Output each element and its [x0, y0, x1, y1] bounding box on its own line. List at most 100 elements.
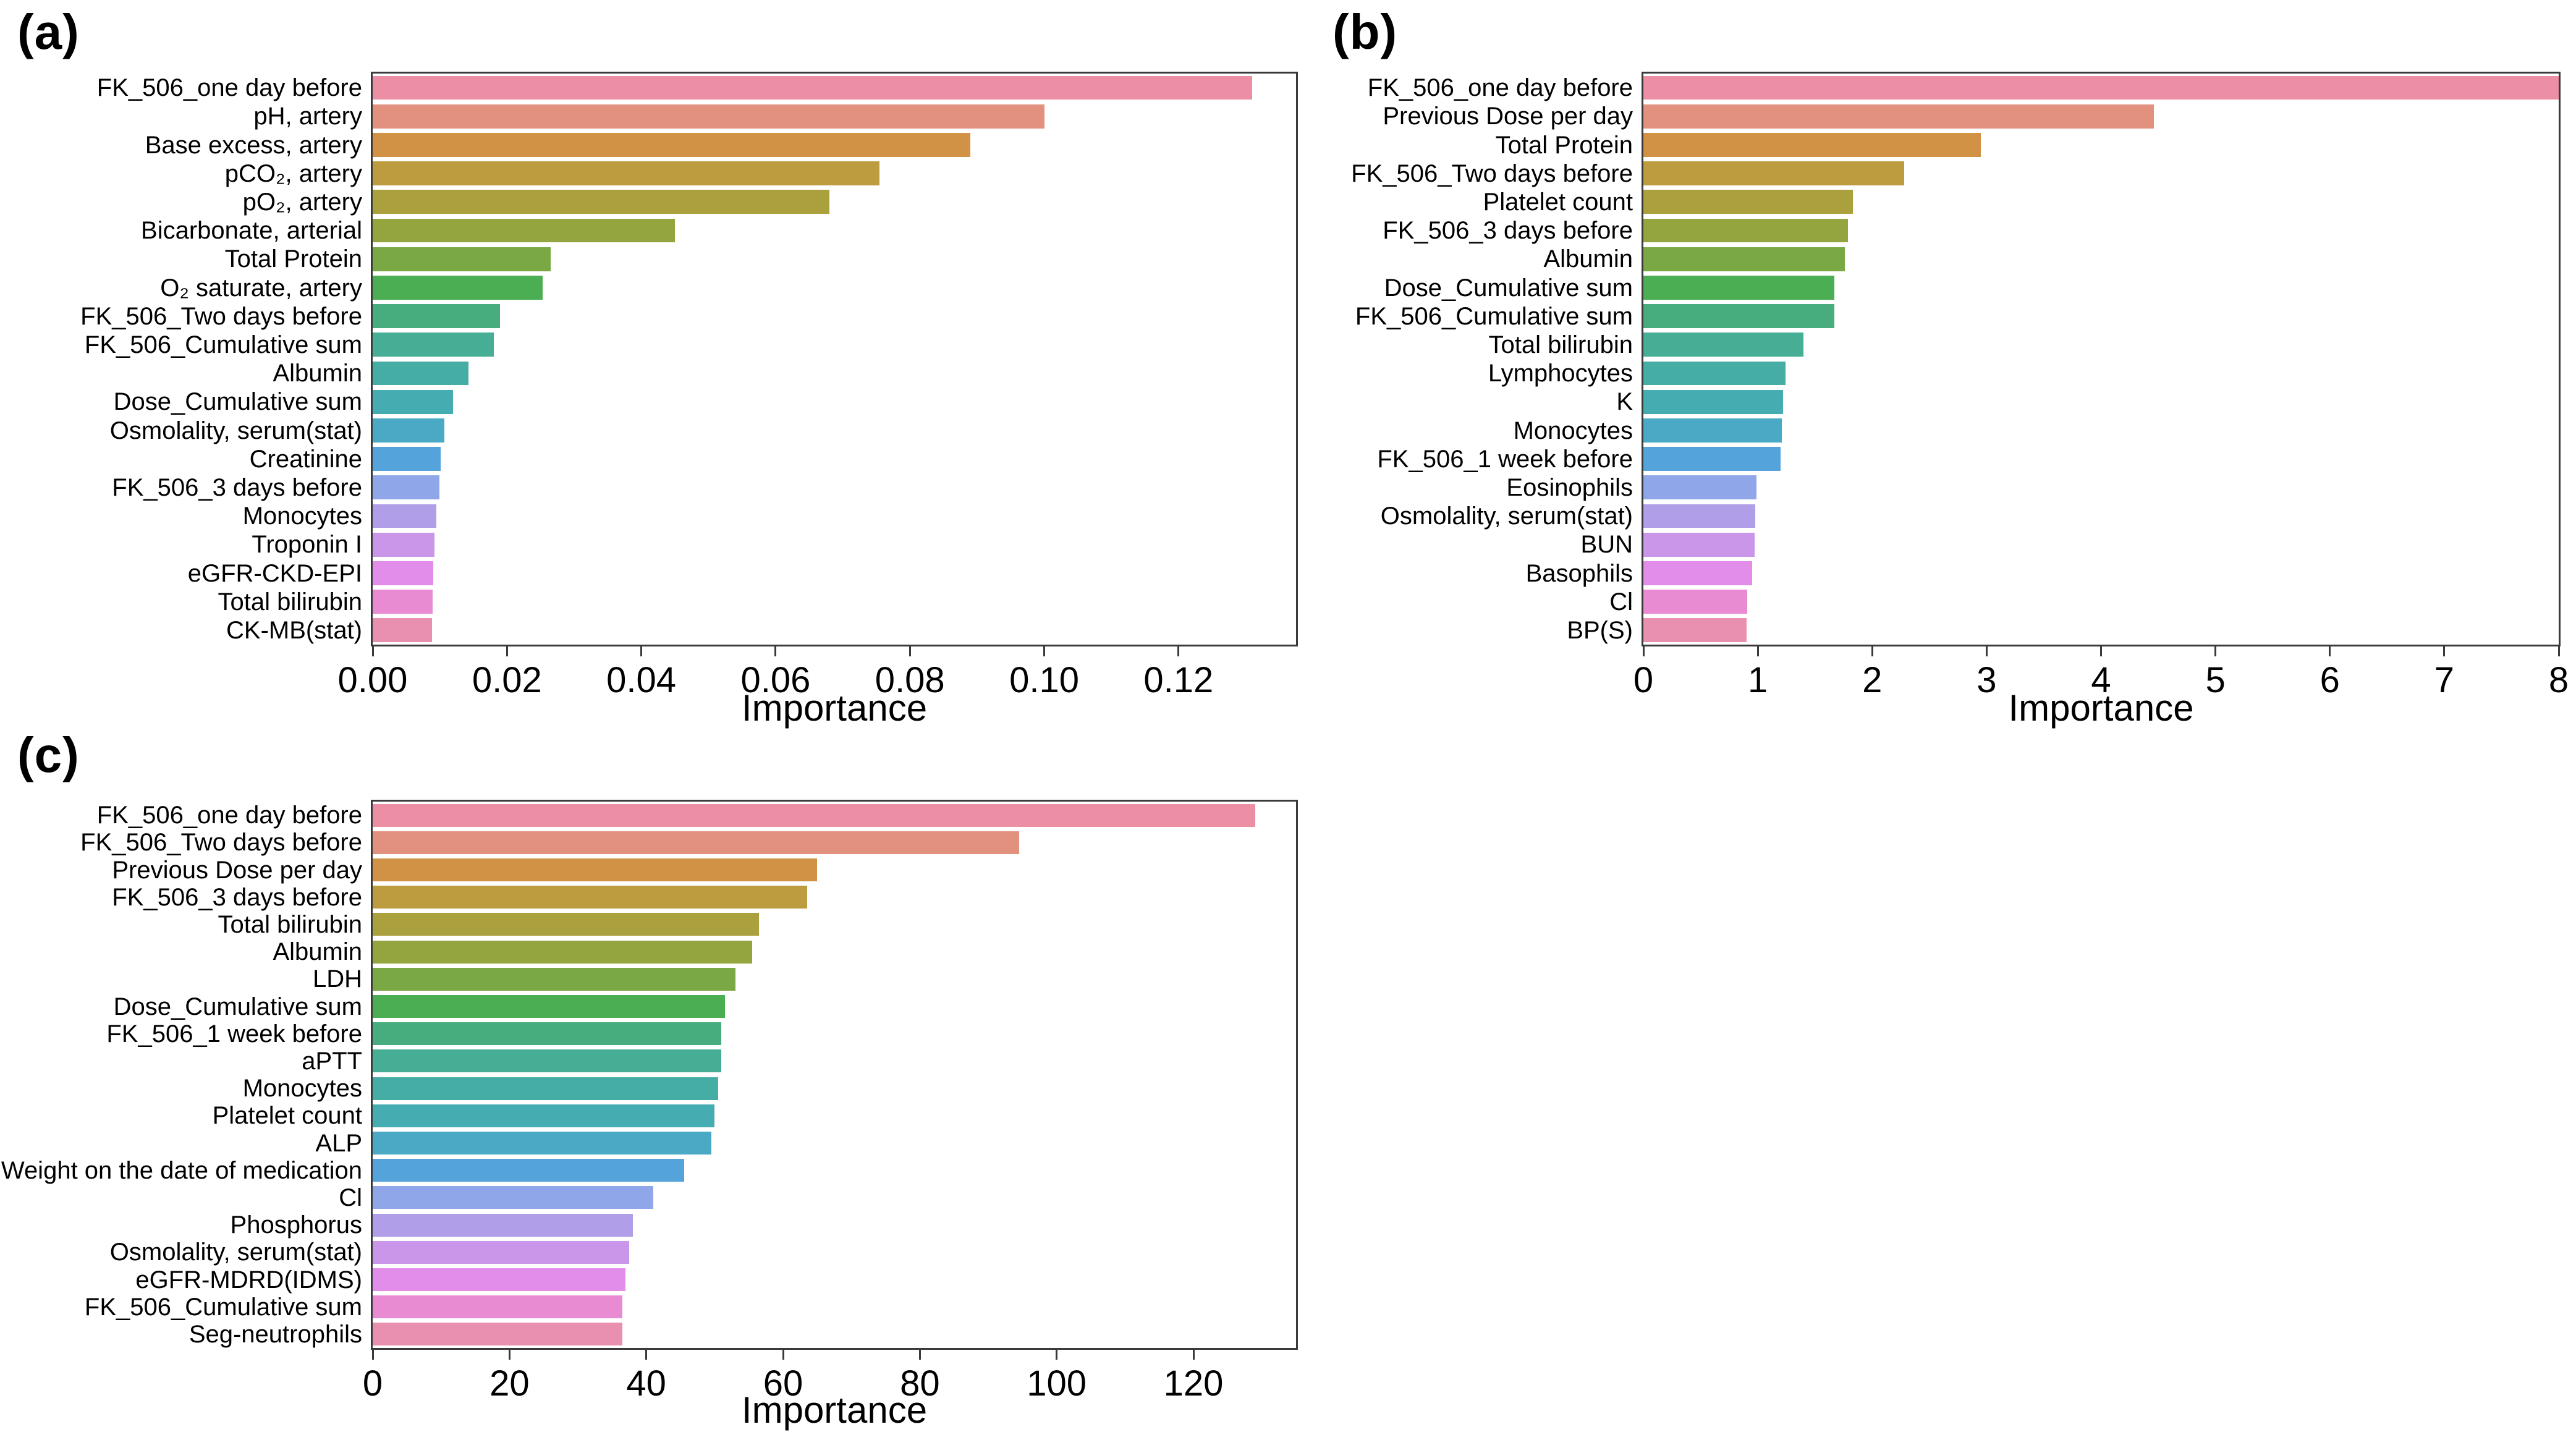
- panel-b-y-tick-label: Eosinophils: [1506, 473, 1633, 501]
- panel-b-bar: [1643, 190, 1853, 214]
- panel-a-x-tick-label: 0.08: [875, 660, 945, 700]
- panel-a-x-tick-label: 0.12: [1143, 660, 1214, 700]
- panel-b-bar: [1643, 418, 1782, 443]
- panel-b-plot: [1642, 72, 2561, 646]
- panel-a-x-tick: [1177, 645, 1180, 656]
- panel-c-x-tick: [371, 1349, 374, 1360]
- panel-a-bar: [373, 561, 433, 585]
- panel-b-bar: [1643, 133, 1981, 157]
- panel-c-bar: [373, 1295, 622, 1319]
- panel-b-x-axis-title: Importance: [2008, 687, 2194, 729]
- panel-b-bar: [1643, 75, 2559, 100]
- panel-a-y-tick-label: Creatinine: [249, 445, 362, 473]
- panel-b-x-tick-label: 8: [2548, 660, 2569, 700]
- panel-a-y-tick-label: Bicarbonate, arterial: [141, 217, 362, 245]
- panel-a-bar: [373, 504, 437, 528]
- panel-c-bar: [373, 1131, 711, 1155]
- panel-a-bar: [373, 304, 501, 329]
- panel-a-y-tick-label: FK_506_3 days before: [112, 473, 362, 501]
- panel-a-label: (a): [17, 4, 80, 59]
- panel-b-y-tick-label: FK_506_Two days before: [1351, 159, 1633, 187]
- panel-c-bar: [373, 803, 1255, 827]
- panel-b-bar: [1643, 532, 1755, 557]
- panel-c-label: (c): [17, 727, 80, 782]
- panel-c-x-tick-label: 20: [489, 1363, 530, 1404]
- panel-a-y-tick-label: Troponin I: [252, 531, 362, 559]
- panel-b-x-tick-label: 5: [2205, 660, 2226, 700]
- panel-a-x-tick-label: 0.10: [1009, 660, 1079, 700]
- panel-c-bar: [373, 994, 725, 1019]
- panel-c-bar: [373, 1104, 715, 1127]
- panel-a-y-tick-label: Dose_Cumulative sum: [113, 388, 362, 416]
- panel-c-x-tick: [1192, 1349, 1195, 1360]
- panel-a-bar: [373, 361, 469, 386]
- panel-b-bar: [1643, 104, 2154, 129]
- panel-c-bar: [373, 913, 760, 936]
- panel-a-bar: [373, 190, 829, 214]
- panel-a-y-tick-label: Albumin: [273, 360, 362, 388]
- panel-c-bar: [373, 940, 753, 964]
- panel-a-bar: [373, 276, 543, 300]
- panel-c-bar: [373, 1022, 722, 1046]
- panel-b-bar: [1643, 361, 1786, 386]
- panel-b-bar: [1643, 447, 1781, 472]
- panel-b-x-tick: [2443, 645, 2446, 656]
- panel-c-y-tick-label: Osmolality, serum(stat): [109, 1239, 362, 1266]
- panel-a-bar: [373, 389, 454, 414]
- panel-c-bar: [373, 1077, 718, 1100]
- panel-b-y-tick-label: Platelet count: [1483, 188, 1633, 216]
- panel-c-plot: [371, 800, 1298, 1350]
- panel-b-bar: [1643, 561, 1752, 585]
- panel-b-bar: [1643, 218, 1849, 243]
- panel-b-y-tick-label: Osmolality, serum(stat): [1380, 502, 1633, 530]
- panel-c-y-tick-label: Cl: [339, 1184, 362, 1211]
- panel-c-y-tick-label: Albumin: [273, 938, 362, 966]
- panel-a-bar: [373, 475, 439, 500]
- panel-c-x-axis-title: Importance: [741, 1389, 928, 1431]
- panel-b-y-tick-label: Monocytes: [1513, 417, 1633, 444]
- panel-c-bar: [373, 1049, 722, 1073]
- panel-c-x-tick: [645, 1349, 648, 1360]
- panel-b-y-tick-label: FK_506_1 week before: [1377, 445, 1633, 473]
- panel-c-y-tick-label: FK_506_1 week before: [106, 1020, 362, 1048]
- panel-a-x-tick-label: 0.06: [740, 660, 811, 700]
- panel-a-x-tick: [774, 645, 777, 656]
- panel-c-y-tick-label: FK_506_Cumulative sum: [84, 1293, 362, 1321]
- panel-a-x-tick-label: 0.04: [606, 660, 677, 700]
- panel-a-x-tick-label: 0.00: [337, 660, 408, 700]
- panel-a-bar: [373, 447, 441, 472]
- panel-a-bar: [373, 590, 433, 614]
- panel-c-bar: [373, 1240, 629, 1264]
- panel-a-y-tick-label: Total bilirubin: [218, 588, 362, 616]
- panel-a-x-tick: [909, 645, 911, 656]
- panel-c-bar: [373, 1186, 653, 1210]
- panel-b-x-tick: [1871, 645, 1873, 656]
- panel-c-x-tick-label: 80: [900, 1363, 940, 1404]
- panel-c-y-tick-label: FK_506_Two days before: [80, 829, 362, 857]
- panel-b-x-tick: [1642, 645, 1645, 656]
- panel-b-label: (b): [1332, 4, 1398, 59]
- panel-b-bar: [1643, 161, 1905, 186]
- panel-c-x-tick-label: 60: [763, 1363, 803, 1404]
- panel-c-x-tick-label: 120: [1163, 1363, 1224, 1404]
- panel-b-y-tick-label: Dose_Cumulative sum: [1384, 274, 1633, 302]
- panel-a-y-tick-label: eGFR-CKD-EPI: [187, 559, 362, 587]
- panel-a-bar: [373, 333, 494, 357]
- panel-b-bar: [1643, 475, 1757, 500]
- panel-b-bar: [1643, 247, 1845, 271]
- panel-a-y-tick-label: Base excess, artery: [145, 131, 362, 159]
- panel-c-bar: [373, 831, 1019, 854]
- panel-c-y-tick-label: Weight on the date of medication: [1, 1156, 362, 1184]
- panel-a-y-tick-label: FK_506_one day before: [96, 74, 362, 102]
- panel-c-bar: [373, 1213, 633, 1237]
- panel-b-x-tick-label: 0: [1633, 660, 1654, 700]
- panel-a-bar: [373, 161, 880, 186]
- panel-b-x-tick-label: 4: [2091, 660, 2111, 700]
- panel-b-x-tick-label: 6: [2320, 660, 2340, 700]
- panel-a-y-tick-label: FK_506_Cumulative sum: [84, 331, 362, 358]
- panel-a-y-tick-label: pO₂, artery: [242, 188, 362, 216]
- panel-c-y-tick-label: eGFR-MDRD(IDMS): [135, 1266, 362, 1294]
- panel-c-y-tick-label: FK_506_3 days before: [112, 883, 362, 911]
- panel-a-y-tick-label: Osmolality, serum(stat): [109, 417, 362, 444]
